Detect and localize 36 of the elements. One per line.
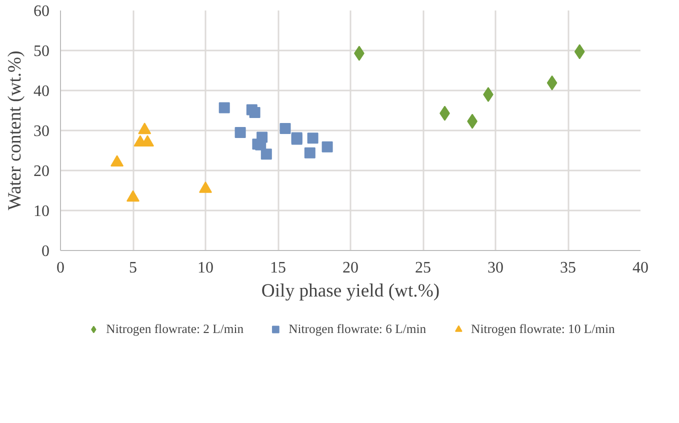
point: [110, 155, 124, 166]
y-tick-label: 50: [34, 43, 50, 60]
y-tick-label: 60: [34, 3, 50, 20]
point: [234, 127, 246, 138]
point: [260, 148, 272, 160]
x-tick-label: 35: [560, 260, 576, 276]
x-tick-label: 15: [270, 260, 286, 276]
point: [304, 147, 316, 158]
legend-label: Nitrogen flowrate: 10 L/min: [471, 322, 615, 336]
point: [249, 107, 260, 118]
legend-label: Nitrogen flowrate: 2 L/min: [106, 322, 244, 336]
point: [138, 122, 152, 134]
point: [546, 75, 558, 90]
point: [322, 141, 333, 152]
y-tick-label: 20: [34, 163, 50, 180]
x-tick-label: 10: [198, 260, 214, 276]
point: [307, 132, 318, 144]
y-tick-label: 30: [34, 123, 50, 140]
x-tick-label: 30: [488, 260, 504, 276]
point: [574, 44, 585, 60]
point: [126, 190, 140, 202]
x-axis-title: Oily phase yield (wt.%): [261, 280, 440, 302]
y-axis-title: Water content (wt.%): [4, 50, 26, 210]
y-tick-label: 10: [34, 203, 50, 220]
point: [483, 87, 494, 102]
legend-label: Nitrogen flowrate: 6 L/min: [288, 322, 426, 336]
point: [199, 181, 212, 193]
y-tick-label: 0: [42, 243, 50, 260]
y-tick-label: 40: [34, 83, 50, 100]
point: [218, 102, 230, 114]
x-tick-label: 40: [632, 260, 648, 276]
x-tick-label: 5: [129, 260, 137, 276]
x-tick-label: 0: [56, 260, 64, 276]
x-tick-label: 25: [415, 260, 431, 276]
point: [280, 123, 291, 134]
x-tick-label: 20: [342, 260, 358, 276]
